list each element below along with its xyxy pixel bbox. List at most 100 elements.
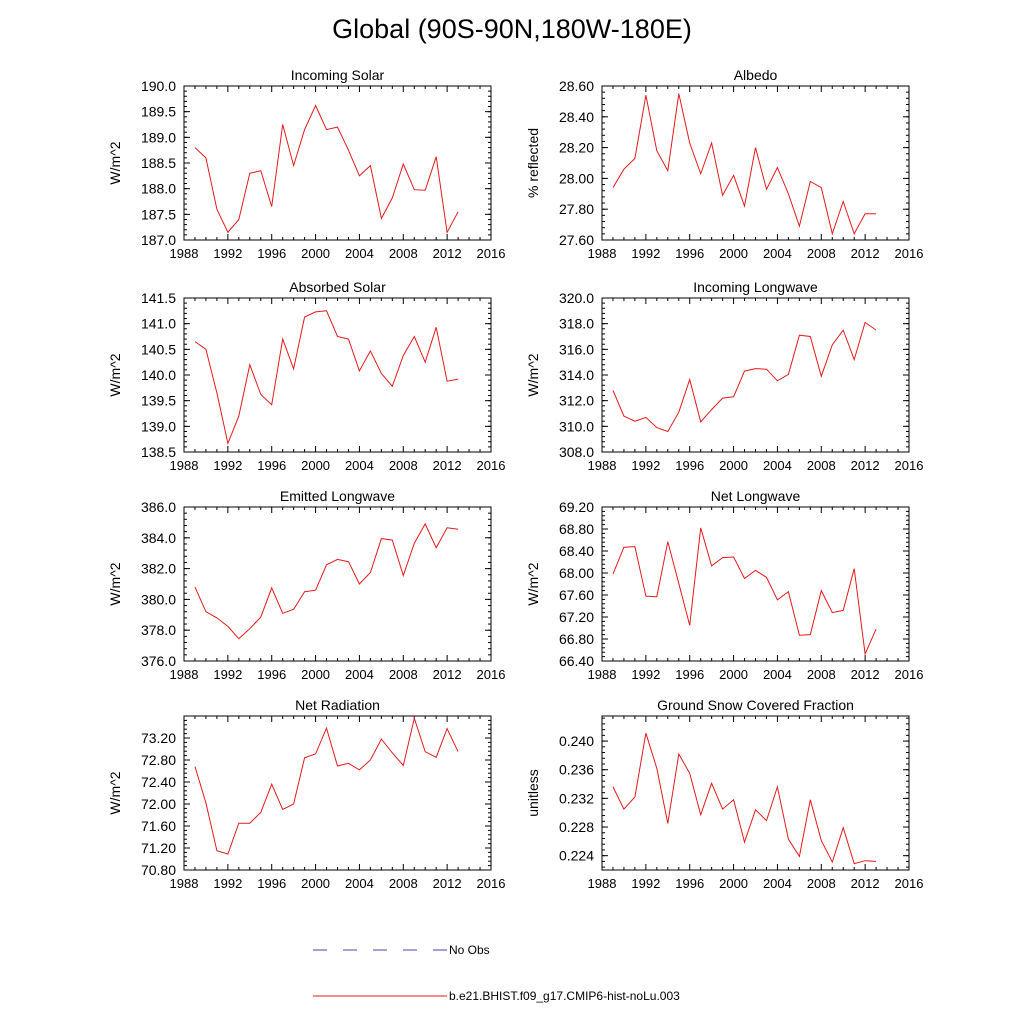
panel-title: Net Longwave: [711, 488, 801, 504]
x-tick-label: 1988: [170, 667, 199, 682]
y-tick-label: 187.0: [141, 232, 176, 248]
x-tick-label: 1988: [170, 246, 199, 261]
panel-title: Emitted Longwave: [280, 488, 395, 504]
y-tick-label: 190.0: [141, 78, 176, 94]
y-tick-label: 66.40: [559, 653, 594, 669]
series-line: [194, 104, 459, 234]
y-tick-label: 310.0: [559, 418, 594, 434]
y-tick-label: 378.0: [141, 622, 176, 638]
y-tick-label: 187.5: [141, 206, 176, 222]
y-tick-label: 28.40: [559, 109, 594, 125]
x-tick-label: 2008: [807, 667, 836, 682]
x-tick-label: 1996: [675, 246, 704, 261]
y-tick-label: 70.80: [141, 862, 176, 878]
x-tick-label: 2016: [477, 458, 506, 473]
y-tick-label: 138.5: [141, 444, 176, 460]
series-line: [194, 716, 459, 855]
x-tick-label: 2016: [477, 246, 506, 261]
plot-frame: [601, 297, 910, 453]
legend: No Obs b.e21.BHIST.f09_g17.CMIP6-hist-no…: [313, 943, 680, 1003]
series-line: [612, 321, 877, 433]
y-axis-label: W/m^2: [107, 771, 123, 814]
y-tick-label: 308.0: [559, 444, 594, 460]
panel-net-longwave: Net Longwave W/m^2 1988 1992 1996 2000 2004 200…: [525, 488, 923, 682]
y-axis-label: W/m^2: [107, 562, 123, 605]
y-tick-label: 0.228: [559, 819, 594, 835]
y-tick-label: 68.00: [559, 565, 594, 581]
x-tick-label: 2012: [433, 246, 462, 261]
x-tick-label: 1992: [631, 246, 660, 261]
y-tick-label: 71.20: [141, 840, 176, 856]
x-tick-label: 2004: [345, 667, 374, 682]
x-tick-label: 2012: [851, 876, 880, 891]
x-tick-label: 2016: [477, 876, 506, 891]
panel-title: Net Radiation: [295, 697, 380, 713]
x-tick-label: 2000: [301, 246, 330, 261]
series-line: [612, 93, 877, 236]
y-tick-label: 314.0: [559, 367, 594, 383]
x-tick-label: 1988: [588, 246, 617, 261]
x-tick-label: 1988: [588, 667, 617, 682]
series-line: [194, 522, 459, 640]
x-tick-label: 2008: [807, 458, 836, 473]
x-tick-label: 2012: [433, 667, 462, 682]
y-tick-label: 312.0: [559, 393, 594, 409]
panel-absorbed-solar: Absorbed Solar W/m^2 1988 1992 1996 2000 2004 2…: [107, 279, 505, 473]
series-line: [612, 733, 877, 865]
panel-title: Ground Snow Covered Fraction: [657, 697, 854, 713]
y-tick-label: 376.0: [141, 653, 176, 669]
x-tick-label: 2004: [763, 246, 792, 261]
x-tick-label: 2012: [851, 667, 880, 682]
panels: Incoming Solar W/m^2 1988 1992 1996 2000 2004 2…: [107, 67, 923, 891]
y-tick-label: 73.20: [141, 730, 176, 746]
x-tick-label: 2008: [389, 458, 418, 473]
x-tick-label: 2012: [851, 246, 880, 261]
x-tick-label: 2016: [477, 667, 506, 682]
x-tick-label: 2000: [301, 876, 330, 891]
y-tick-label: 72.80: [141, 752, 176, 768]
y-tick-label: 139.5: [141, 393, 176, 409]
x-tick-label: 1996: [675, 458, 704, 473]
x-tick-label: 1992: [631, 876, 660, 891]
y-tick-label: 318.0: [559, 316, 594, 332]
y-tick-label: 141.5: [141, 290, 176, 306]
x-tick-label: 2004: [345, 246, 374, 261]
x-tick-label: 2008: [389, 667, 418, 682]
x-tick-label: 1988: [170, 458, 199, 473]
y-tick-label: 28.60: [559, 78, 594, 94]
x-tick-label: 2004: [763, 458, 792, 473]
y-tick-label: 72.40: [141, 774, 176, 790]
series-line: [612, 527, 877, 656]
x-tick-label: 1996: [257, 458, 286, 473]
y-axis-label: W/m^2: [525, 562, 541, 605]
panel-emitted-longwave: Emitted Longwave W/m^2 1988 1992 1996 2000 200…: [107, 488, 505, 682]
x-tick-label: 2004: [763, 667, 792, 682]
y-tick-label: 69.20: [559, 499, 594, 515]
y-tick-label: 0.224: [559, 848, 594, 864]
x-tick-label: 2012: [433, 458, 462, 473]
x-tick-label: 1992: [213, 246, 242, 261]
legend-label-model: b.e21.BHIST.f09_g17.CMIP6-hist-noLu.003: [449, 989, 680, 1003]
x-tick-label: 1992: [213, 876, 242, 891]
x-tick-label: 1988: [588, 458, 617, 473]
x-tick-label: 1992: [631, 458, 660, 473]
y-tick-label: 380.0: [141, 591, 176, 607]
panel-title: Incoming Solar: [291, 67, 385, 83]
y-tick-label: 67.20: [559, 609, 594, 625]
x-tick-label: 1996: [675, 876, 704, 891]
x-tick-label: 2008: [389, 876, 418, 891]
x-tick-label: 1988: [588, 876, 617, 891]
y-tick-label: 188.5: [141, 155, 176, 171]
x-tick-label: 1996: [257, 246, 286, 261]
y-tick-label: 189.5: [141, 104, 176, 120]
x-tick-label: 2012: [851, 458, 880, 473]
x-tick-label: 2008: [807, 246, 836, 261]
y-tick-label: 27.80: [559, 201, 594, 217]
y-axis-label: W/m^2: [107, 353, 123, 396]
y-axis-label: % reflected: [525, 128, 541, 198]
x-tick-label: 2000: [719, 876, 748, 891]
y-tick-label: 0.236: [559, 762, 594, 778]
x-tick-label: 2012: [433, 876, 462, 891]
x-tick-label: 2016: [895, 458, 924, 473]
